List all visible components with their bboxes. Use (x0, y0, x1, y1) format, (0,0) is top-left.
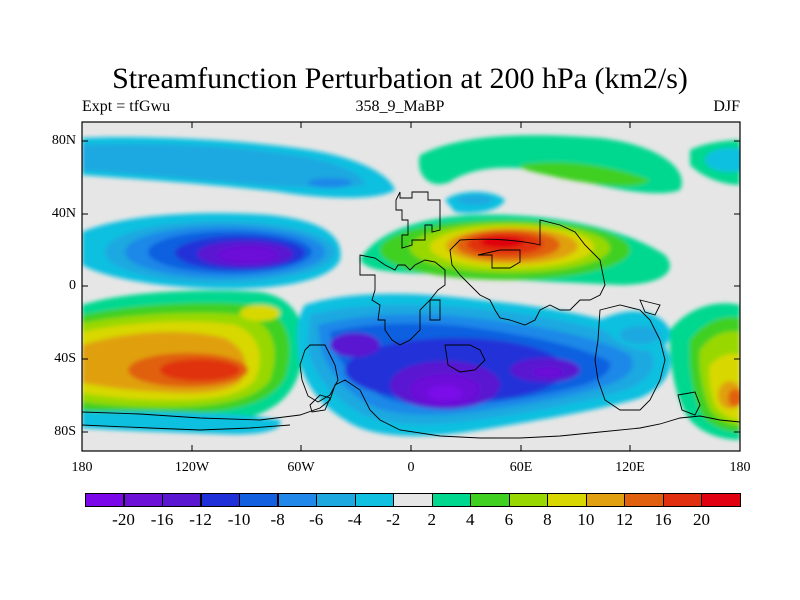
colorbar-label: 12 (615, 510, 633, 529)
axis-ticks (81, 122, 741, 451)
colorbar-label: 20 (692, 510, 710, 529)
y-tick-label: 80S (54, 424, 76, 439)
case-label: 358_9_MaBP (355, 98, 445, 115)
colorbar-box (624, 493, 664, 507)
coastlines (82, 191, 740, 439)
colorbar-label: 10 (577, 510, 595, 529)
positive-center-south-pacific (82, 290, 304, 426)
plot-title: Streamfunction Perturbation at 200 hPa (… (112, 62, 688, 95)
y-tick-label: 40N (51, 206, 76, 221)
negative-center-north-america (82, 213, 341, 289)
colorbar-label: -2 (386, 510, 401, 529)
colorbar-box (316, 493, 356, 507)
experiment-label: Expt = tfGwu (82, 98, 171, 115)
colorbar-box (85, 493, 125, 507)
colorbar-box (701, 493, 741, 507)
colorbar-box (662, 493, 703, 507)
colorbar-label: 16 (654, 510, 672, 529)
northeast-pacific-patch (690, 140, 740, 185)
x-tick-label: 120E (615, 460, 645, 475)
positive-center-southeast (669, 303, 740, 440)
colorbar-label: 2 (427, 510, 437, 529)
colorbar-label: -6 (309, 510, 324, 529)
cold-patch-indian-ocean (600, 311, 671, 351)
x-tick-label: 120W (174, 460, 210, 475)
colorbar-box (354, 493, 395, 507)
y-tick-label: 40S (54, 351, 76, 366)
x-tick-label: 60W (287, 460, 315, 475)
colorbar-box (239, 493, 279, 507)
season-label: DJF (713, 98, 740, 115)
cold-band-north-pacific (82, 137, 395, 198)
colorbar-label: 8 (543, 510, 552, 529)
colorbar-label: -12 (189, 510, 212, 529)
positive-arc-north (419, 135, 682, 194)
colorbar-label: 4 (466, 510, 475, 529)
x-tick-label: 180 (729, 460, 751, 475)
colorbar-label: -8 (270, 510, 285, 529)
colorbar-box (393, 493, 433, 507)
y-tick-label: 80N (51, 133, 76, 148)
colorbar-box (431, 493, 472, 507)
colorbar-label: -10 (227, 510, 251, 529)
x-tick-label: 180 (71, 460, 93, 475)
colorbar-box (508, 493, 549, 507)
colorbar-box (585, 493, 626, 507)
colorbar-box (547, 493, 587, 507)
colorbar-box (277, 493, 317, 507)
colorbar-label: -16 (150, 510, 174, 529)
colorbar-box (200, 493, 240, 507)
cold-blob-north (445, 191, 505, 214)
colorbar-box (123, 493, 163, 507)
colorbar-label: -4 (347, 510, 362, 529)
colorbar-label: -20 (112, 510, 135, 529)
x-tick-label: 0 (407, 460, 415, 475)
colorbar-label: 6 (504, 510, 514, 529)
x-tick-label: 60E (509, 460, 533, 475)
colorbar-box (470, 493, 510, 507)
positive-center-asia (360, 214, 670, 285)
colorbar-box (162, 493, 202, 507)
y-tick-label: 0 (69, 278, 76, 293)
